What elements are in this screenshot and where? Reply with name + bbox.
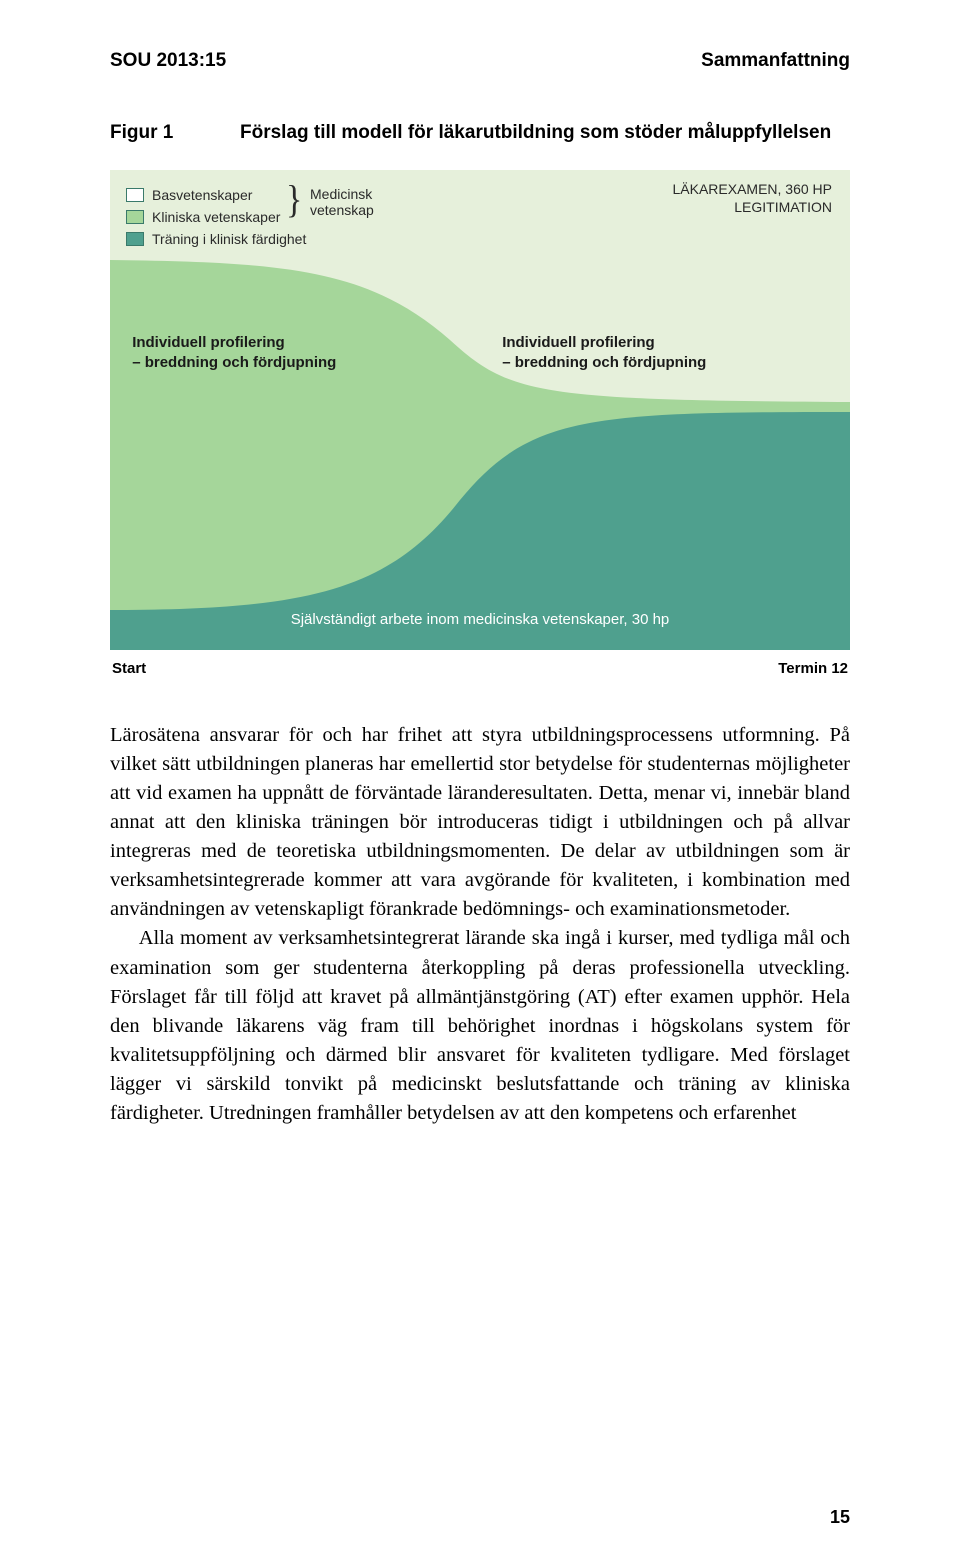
figure-label: Figur 1 [110,120,240,146]
mid-label-line: Individuell profilering [502,334,655,351]
legend-item: Träning i klinisk färdighet [126,228,306,250]
page-number: 15 [830,1507,850,1528]
figure-heading: Figur 1 Förslag till modell för läkarutb… [110,120,850,146]
mid-label-line: – breddning och fördjupning [132,354,336,371]
legend-label: Basvetenskaper [152,187,252,203]
axis-labels: Start Termin 12 [110,660,850,677]
paragraph: Alla moment av verksamhetsintegrerat lär… [110,924,850,1128]
axis-start: Start [112,660,146,677]
mid-label-line: – breddning och fördjupning [502,354,706,371]
paragraph: Lärosätena ansvarar för och har frihet a… [110,721,850,925]
running-header: SOU 2013:15 Sammanfattning [110,50,850,72]
mid-label-left: Individuell profilering – breddning och … [132,333,336,374]
header-right: Sammanfattning [701,50,850,72]
legend-label: Träning i klinisk färdighet [152,231,306,247]
top-right-line1: LÄKAREXAMEN, 360 HP [672,181,832,197]
legend-label: Kliniska vetenskaper [152,209,280,225]
bottom-band-label: Självständigt arbete inom medicinska vet… [110,611,850,628]
top-right-line2: LEGITIMATION [734,199,832,215]
brace-label-line: Medicinsk [310,186,372,202]
area-chart: Basvetenskaper Kliniska vetenskaper Trän… [110,170,850,650]
swatch-traning [126,232,144,246]
body-text: Lärosätena ansvarar för och har frihet a… [110,721,850,1129]
chart-container: Basvetenskaper Kliniska vetenskaper Trän… [110,170,850,677]
brace-icon: } [286,179,302,223]
top-right-label: LÄKAREXAMEN, 360 HP LEGITIMATION [672,180,832,216]
brace-label: Medicinsk vetenskap [310,186,374,220]
mid-label-right: Individuell profilering – breddning och … [502,333,706,374]
swatch-basvetenskaper [126,188,144,202]
mid-label-line: Individuell profilering [132,334,285,351]
figure-1: Figur 1 Förslag till modell för läkarutb… [110,120,850,677]
axis-end: Termin 12 [778,660,848,677]
swatch-kliniska [126,210,144,224]
brace-label-line: vetenskap [310,202,374,218]
figure-title: Förslag till modell för läkarutbildning … [240,120,850,146]
legend: Basvetenskaper Kliniska vetenskaper Trän… [126,184,306,250]
legend-item: Basvetenskaper [126,184,306,206]
legend-item: Kliniska vetenskaper [126,206,306,228]
header-left: SOU 2013:15 [110,50,226,72]
